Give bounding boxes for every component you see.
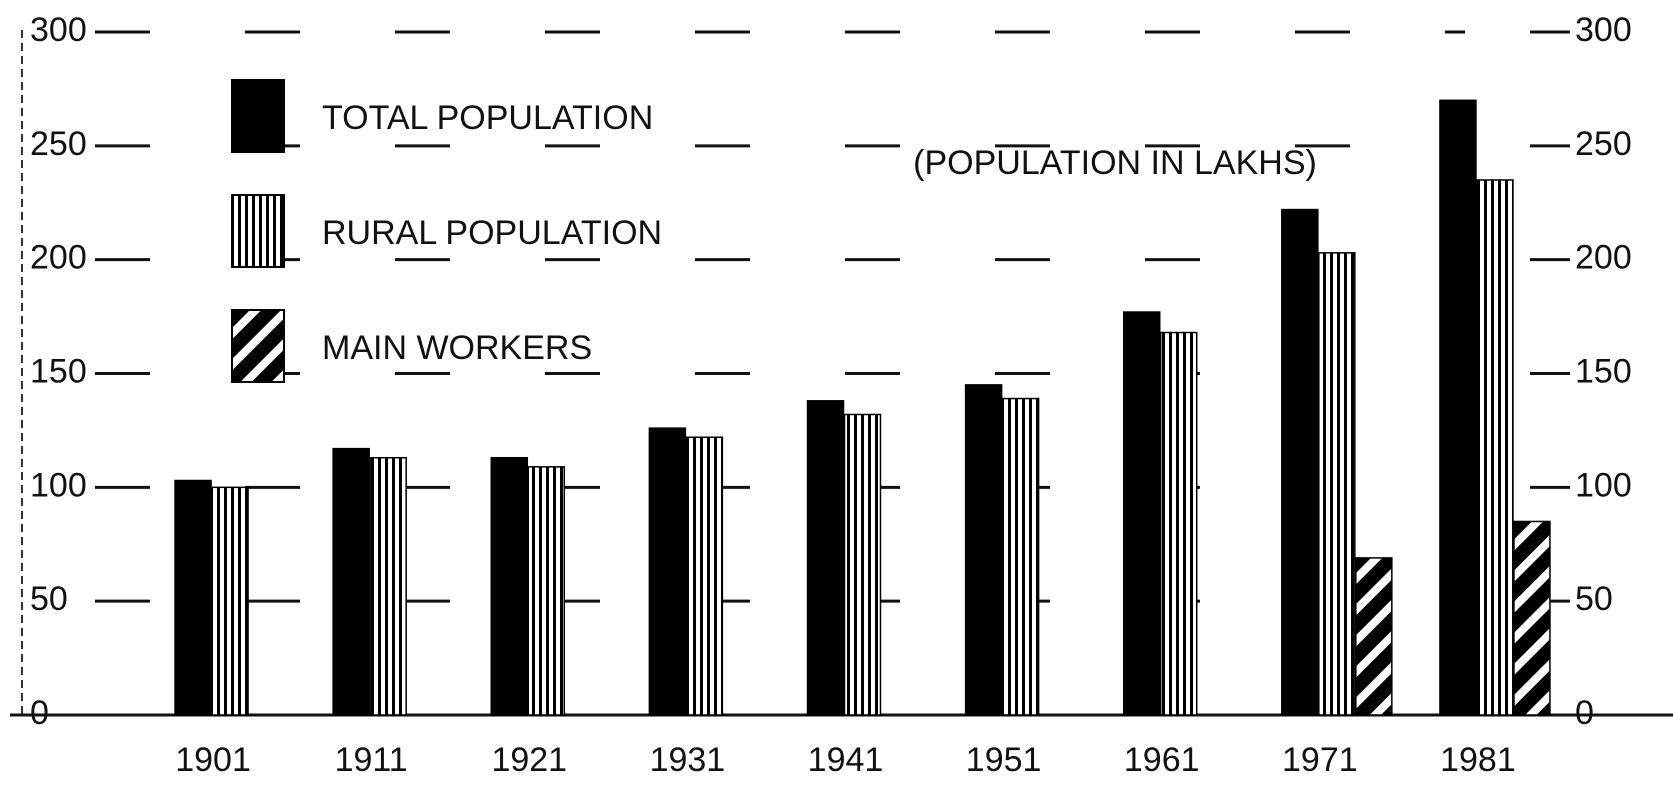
- bar: [1355, 557, 1393, 716]
- annotation: (POPULATION IN LAKHS): [913, 144, 1317, 182]
- x-tick-label: 1941: [808, 741, 884, 779]
- y2-tick-label: 150: [1575, 352, 1632, 390]
- y-tick-label: 200: [30, 239, 87, 277]
- y2-tick-label: 300: [1575, 11, 1632, 49]
- legend-swatch: [231, 79, 285, 153]
- bar: [332, 447, 370, 716]
- bar: [648, 427, 687, 716]
- x-tick-label: 1961: [1124, 741, 1200, 779]
- bar: [685, 436, 724, 716]
- bar: [1001, 397, 1040, 716]
- legend-label: TOTAL POPULATION: [322, 99, 653, 137]
- y2-tick-label: 200: [1575, 239, 1632, 277]
- bar: [843, 413, 882, 716]
- legend-label: RURAL POPULATION: [322, 214, 662, 252]
- bar: [964, 384, 1003, 716]
- x-tick-label: 1901: [175, 741, 251, 779]
- y-tick-label: 0: [30, 694, 49, 732]
- legend-swatch: [231, 309, 285, 383]
- x-tick-label: 1911: [335, 741, 408, 779]
- y2-tick-label: 50: [1575, 580, 1613, 618]
- bar: [1318, 252, 1356, 716]
- bar: [527, 466, 566, 716]
- y-tick-label: 250: [30, 125, 87, 163]
- bar: [1159, 331, 1198, 716]
- bar: [490, 456, 529, 716]
- y-tick-label: 300: [30, 11, 87, 49]
- y2-tick-label: 0: [1575, 694, 1594, 732]
- bar: [211, 486, 249, 716]
- bar: [806, 400, 845, 716]
- bar: [369, 456, 407, 716]
- bar: [1439, 99, 1477, 716]
- bar: [1122, 311, 1161, 716]
- x-tick-label: 1971: [1282, 741, 1358, 779]
- legend-swatch: [231, 194, 285, 268]
- bar: [1281, 208, 1319, 716]
- x-tick-label: 1981: [1440, 741, 1516, 779]
- x-tick-label: 1951: [966, 741, 1042, 779]
- bar: [1476, 179, 1514, 716]
- y-tick-label: 100: [30, 466, 87, 504]
- bar: [174, 479, 212, 716]
- y-tick-label: 50: [30, 580, 68, 618]
- y2-tick-label: 100: [1575, 466, 1632, 504]
- y-tick-label: 150: [30, 352, 87, 390]
- y2-tick-label: 250: [1575, 125, 1632, 163]
- x-tick-label: 1931: [650, 741, 726, 779]
- legend-label: MAIN WORKERS: [322, 329, 592, 367]
- x-tick-label: 1921: [491, 741, 567, 779]
- bar: [1513, 520, 1551, 716]
